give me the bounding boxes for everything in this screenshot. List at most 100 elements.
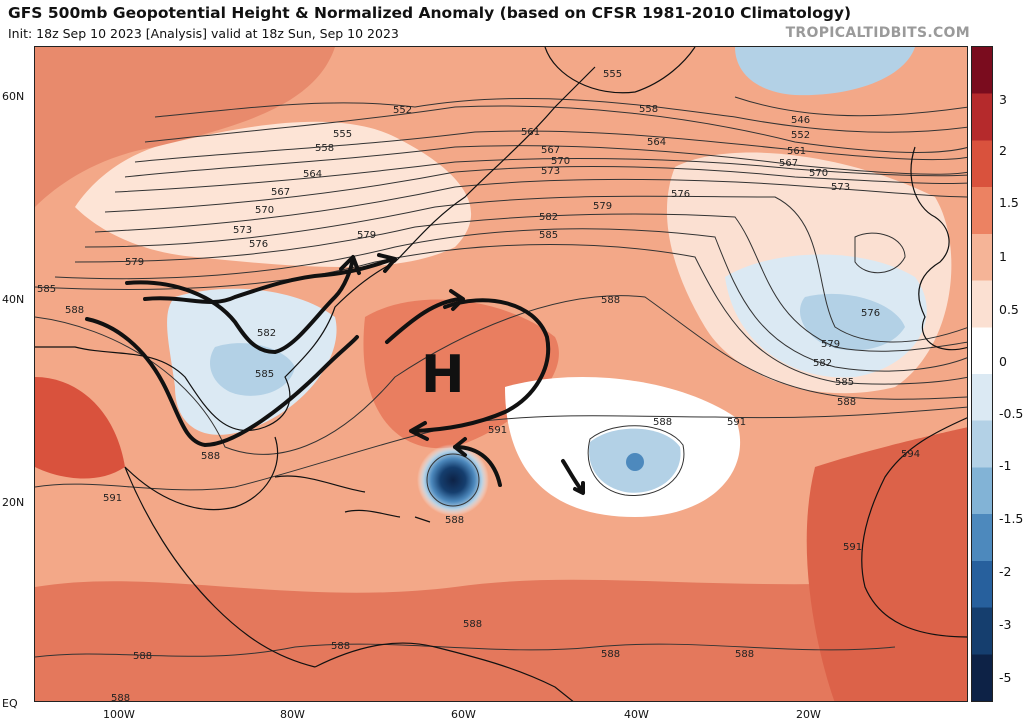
annotation-high-circulation-head [409, 421, 429, 441]
annotation-jet-arrow-west [125, 257, 355, 354]
contour-label-567-ne: 567 [541, 145, 560, 156]
contour-label-585-west: 585 [37, 284, 56, 295]
warm-anomaly-nw [35, 47, 335, 207]
lat-label-20n: 20N [2, 496, 25, 509]
warm-anomaly-mexico [35, 377, 125, 479]
contour-label-588-west: 588 [65, 305, 84, 316]
contour-label-582-ne: 582 [539, 212, 558, 223]
contour-label-579-e: 579 [821, 339, 840, 350]
contour-579 [74, 213, 967, 352]
colorbar-label-neg-1-5: -1.5 [999, 511, 1024, 526]
contour-label-588-storm: 588 [445, 515, 464, 526]
colorbar-label-neg-0-5: -0.5 [999, 406, 1024, 421]
anomaly-map: 555 552 558 564 567 570 573 576 579 579 … [35, 47, 967, 701]
contour-label-576-atl: 576 [671, 189, 690, 200]
contour-564 [124, 145, 967, 178]
contour-label-570: 570 [255, 205, 274, 216]
brand-watermark: TROPICALTIDBITS.COM [785, 25, 970, 41]
lat-label-eq: EQ [2, 697, 18, 710]
contour-label-558: 558 [315, 143, 334, 154]
contour-label-573-ne: 573 [541, 166, 560, 177]
contour-label-588-sa-4: 588 [601, 649, 620, 660]
colorbar-label-1: 1 [999, 249, 1007, 264]
contour-567 [114, 157, 967, 193]
coastline-africa [861, 417, 967, 638]
contour-label-564: 564 [303, 169, 322, 180]
annotation-high-top-arrow [385, 297, 462, 344]
contour-label-591-africa: 591 [843, 542, 862, 553]
contour-576 [84, 195, 967, 343]
map-panel: 555 552 558 564 567 570 573 576 579 579 … [34, 46, 968, 702]
contour-label-579: 579 [357, 230, 376, 241]
contour-label-582-us: 582 [257, 328, 276, 339]
colorbar-label-3: 3 [999, 92, 1007, 107]
annotation-trough-outline [85, 317, 359, 447]
contour-label-576-e: 576 [861, 308, 880, 319]
coastline-central-america [124, 466, 316, 668]
contour-label-558-atl: 558 [639, 104, 658, 115]
cool-anomaly-cutoff-core [626, 453, 644, 471]
contour-label-585-ne: 585 [539, 230, 558, 241]
contour-label-579-west: 579 [125, 257, 144, 268]
contour-label-588-sa-1: 588 [133, 651, 152, 662]
coastline-europe [910, 146, 967, 351]
contour-label-588-mid: 588 [601, 295, 620, 306]
warm-anomaly-tropics [35, 577, 967, 701]
contour-561 [134, 130, 967, 163]
lon-label-60w: 60W [451, 708, 476, 721]
lon-label-20w: 20W [796, 708, 821, 721]
contour-label-591-mid: 591 [488, 425, 507, 436]
contour-label-576: 576 [249, 239, 268, 250]
annotation-high-top-arrow-head [449, 289, 465, 311]
coastline-gulf [124, 436, 279, 511]
contour-label-567: 567 [271, 187, 290, 198]
contour-label-591-west: 591 [103, 493, 122, 504]
chart-title: GFS 500mb Geopotential Height & Normaliz… [8, 4, 852, 22]
lon-label-40w: 40W [624, 708, 649, 721]
contour-546 [734, 96, 967, 117]
contour-label-567-e: 567 [779, 158, 798, 169]
contour-label-588-sa-3: 588 [463, 619, 482, 630]
colorbar-label-neg-5: -5 [999, 670, 1012, 685]
contour-label-582-e: 582 [813, 358, 832, 369]
colorbar-label-2: 2 [999, 143, 1007, 158]
contour-588-south [35, 643, 896, 658]
colorbar [971, 46, 993, 702]
lat-label-60n: 60N [2, 90, 25, 103]
cool-anomaly-us-core [210, 343, 295, 396]
contour-label-588-cutoff: 588 [653, 417, 672, 428]
contour-label-570-e: 570 [809, 168, 828, 179]
contour-570 [104, 166, 967, 213]
lon-label-80w: 80W [280, 708, 305, 721]
colorbar-gradient [972, 47, 992, 701]
contour-588-cutoff [587, 425, 685, 497]
cool-anomaly-iberia-core [800, 293, 905, 351]
contour-label-573: 573 [233, 225, 252, 236]
coastline-north-america [35, 66, 596, 432]
colorbar-label-neg-3: -3 [999, 617, 1012, 632]
contour-label-573-e: 573 [831, 182, 850, 193]
contour-label-588-gulf: 588 [201, 451, 220, 462]
contour-label-552: 552 [393, 105, 412, 116]
contour-558 [144, 105, 967, 153]
coastline-caribbean-islands [274, 475, 431, 523]
lat-label-40n: 40N [2, 293, 25, 306]
contour-label-579-atl: 579 [593, 201, 612, 212]
coastline-greenland [544, 47, 696, 94]
contour-label-588-sa-5: 588 [735, 649, 754, 660]
storm-anomaly [417, 444, 489, 516]
annotation-storm-arrow [453, 445, 502, 487]
contour-label-588-e: 588 [837, 397, 856, 408]
annotation-jet-arrow-east [143, 257, 395, 304]
annotation-storm-arrow-head [453, 437, 467, 457]
colorbar-label-neg-2: -2 [999, 564, 1012, 579]
contour-576-iberia [854, 232, 906, 274]
contour-585 [35, 244, 967, 385]
colorbar-label-0-5: 0.5 [999, 302, 1019, 317]
coastline-south-america [314, 642, 574, 701]
contour-label-552-e: 552 [791, 130, 810, 141]
contour-storm [426, 453, 480, 507]
contour-588 [35, 295, 967, 455]
contour-573 [94, 178, 967, 233]
contour-label-594: 594 [901, 449, 920, 460]
